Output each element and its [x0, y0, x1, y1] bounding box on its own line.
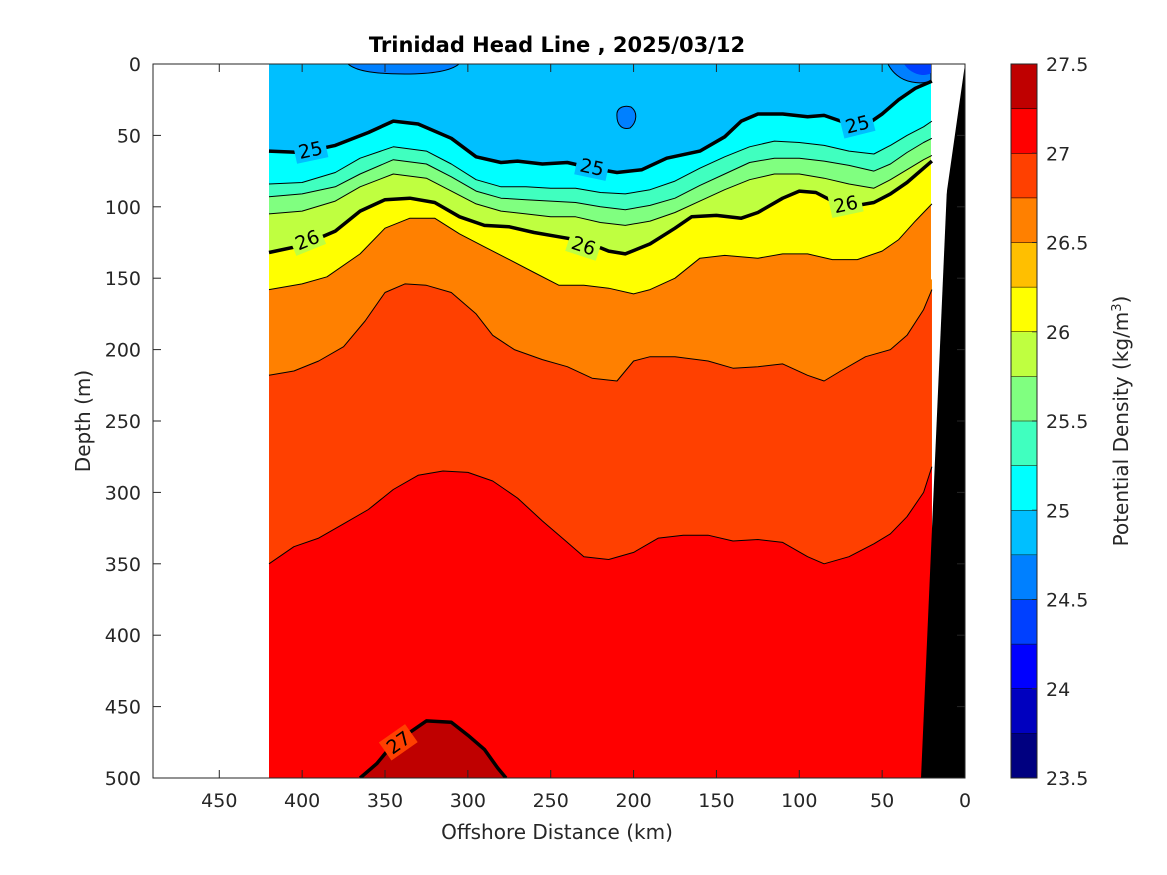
colorbar-title-superscript: 3 — [1110, 303, 1125, 311]
colorbar-tick-label-24: 24 — [1046, 679, 1070, 701]
x-tick-label-50: 50 — [870, 790, 894, 812]
colorbar-swatch-0 — [1011, 733, 1037, 779]
colorbar-swatch-5 — [1011, 510, 1037, 556]
contour-lines — [268, 79, 934, 778]
y-tick-label-400: 400 — [105, 625, 141, 647]
x-tick-label-150: 150 — [698, 790, 734, 812]
fill-band-27 — [269, 466, 932, 778]
colorbar-swatch-1 — [1011, 688, 1037, 734]
isoline-27-25 — [358, 719, 508, 778]
contour-label-bg-0 — [292, 135, 329, 164]
isoline-25-5 — [268, 137, 933, 211]
colorbar-swatch-12 — [1011, 197, 1037, 243]
y-tick-label-150: 150 — [105, 268, 141, 290]
y-tick-label-350: 350 — [105, 554, 141, 576]
colorbar-swatch-8 — [1011, 376, 1037, 422]
x-tick-label-0: 0 — [959, 790, 971, 812]
coastline-terrain — [921, 64, 965, 778]
colorbar-swatch-10 — [1011, 287, 1037, 333]
x-axis-ticks: 450 400 350 300 250 200 150 100 50 0 — [201, 64, 971, 812]
colorbar-tick-label-25.5: 25.5 — [1046, 411, 1088, 433]
isoline-27 — [268, 466, 933, 565]
y-tick-label-200: 200 — [105, 340, 141, 362]
colorbar-swatch-3 — [1011, 599, 1037, 645]
y-tick-label-450: 450 — [105, 697, 141, 719]
x-axis-title: Offshore Distance (km) — [441, 820, 673, 844]
colorbar-swatch-7 — [1011, 421, 1037, 467]
isoline-25-75 — [268, 154, 933, 226]
isoline-26-75 — [268, 283, 933, 382]
contour-label-1: 25 — [578, 155, 606, 182]
contour-label-5: 26 — [832, 192, 860, 219]
colorbar-swatch-9 — [1011, 331, 1037, 377]
colorbar-tick-label-25: 25 — [1046, 500, 1070, 522]
isoline-26-5 — [268, 203, 933, 295]
x-tick-label-400: 400 — [284, 790, 320, 812]
x-tick-label-100: 100 — [781, 790, 817, 812]
colorbar-title: Potential Density (kg/m3) — [1109, 296, 1133, 547]
density-fill-layers — [269, 64, 932, 778]
x-tick-label-450: 450 — [201, 790, 237, 812]
colorbar-tick-label-27.5: 27.5 — [1046, 54, 1088, 76]
y-tick-label-300: 300 — [105, 482, 141, 504]
contour-label-0: 25 — [297, 137, 325, 164]
contour-label-bg-4 — [565, 229, 603, 261]
colorbar-tick-label-24.5: 24.5 — [1046, 590, 1088, 612]
y-tick-label-250: 250 — [105, 411, 141, 433]
colorbar-tick-label-23.5: 23.5 — [1046, 768, 1088, 790]
contour-label-bg-6 — [378, 724, 418, 761]
colorbar-swatch-15 — [1011, 64, 1037, 110]
contour-label-bg-5 — [827, 189, 864, 219]
y-tick-label-100: 100 — [105, 197, 141, 219]
colorbar-tick-label-27: 27 — [1046, 143, 1070, 165]
colorbar-swatch-4 — [1011, 554, 1037, 600]
surface-patch-offshore — [347, 64, 460, 75]
subsurface-patch — [616, 105, 637, 129]
fill-band-27-25 — [360, 720, 506, 778]
colorbar-tick-label-26.5: 26.5 — [1046, 233, 1088, 255]
contour-label-bg-3 — [288, 223, 327, 256]
colorbar-swatch-2 — [1011, 644, 1037, 690]
colorbar-swatch-13 — [1011, 153, 1037, 199]
colorbar — [1011, 64, 1037, 779]
x-tick-label-350: 350 — [367, 790, 403, 812]
y-axis-title: Depth (m) — [71, 370, 95, 472]
colorbar-title-main: Potential Density (kg/m — [1109, 312, 1133, 547]
x-tick-label-300: 300 — [450, 790, 486, 812]
x-tick-label-250: 250 — [533, 790, 569, 812]
colorbar-swatch-11 — [1011, 242, 1037, 288]
surface-patch-nearshore-core — [904, 64, 931, 75]
y-tick-label-0: 0 — [129, 54, 141, 76]
y-axis-ticks: 0 50 100 150 200 250 300 350 400 450 500 — [105, 54, 965, 790]
y-tick-label-50: 50 — [117, 125, 141, 147]
contour-label-bg-2 — [839, 109, 876, 139]
colorbar-ticks: 23.5 24 24.5 25 25.5 26 26.5 27 27.5 — [1032, 54, 1088, 790]
colorbar-tick-label-26: 26 — [1046, 322, 1070, 344]
colorbar-title-close: ) — [1109, 296, 1133, 304]
coastline-gap — [931, 64, 965, 280]
isoline-25-25 — [268, 120, 933, 195]
y-tick-label-500: 500 — [105, 768, 141, 790]
chart-title: Trinidad Head Line , 2025/03/12 — [369, 33, 745, 57]
colorbar-swatch-14 — [1011, 108, 1037, 154]
colorbar-swatch-6 — [1011, 465, 1037, 511]
low-density-patches — [347, 64, 932, 129]
contour-label-bg-1 — [574, 152, 611, 181]
x-tick-label-200: 200 — [615, 790, 651, 812]
